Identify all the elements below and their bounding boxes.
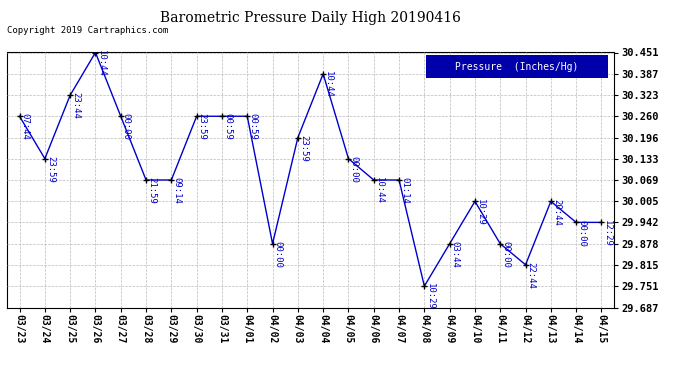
Text: 00:59: 00:59	[223, 114, 232, 140]
Text: Copyright 2019 Cartraphics.com: Copyright 2019 Cartraphics.com	[7, 26, 168, 35]
Text: 00:00: 00:00	[274, 241, 283, 268]
Text: Barometric Pressure Daily High 20190416: Barometric Pressure Daily High 20190416	[160, 11, 461, 25]
Text: 03:44: 03:44	[451, 241, 460, 268]
Text: 10:44: 10:44	[97, 50, 106, 76]
Text: 01:14: 01:14	[400, 177, 409, 204]
Text: 23:59: 23:59	[299, 135, 308, 162]
Text: 00:00: 00:00	[578, 220, 586, 246]
Text: 22:44: 22:44	[526, 262, 535, 289]
Text: 23:59: 23:59	[198, 114, 207, 140]
Text: 00:00: 00:00	[350, 156, 359, 183]
Text: 23:59: 23:59	[46, 156, 55, 183]
Text: 12:29: 12:29	[602, 220, 611, 246]
Text: 00:00: 00:00	[502, 241, 511, 268]
Text: 10:44: 10:44	[324, 71, 333, 98]
Text: 10:44: 10:44	[375, 177, 384, 204]
Text: 20:44: 20:44	[552, 199, 561, 225]
Text: 10:29: 10:29	[426, 284, 435, 310]
Text: 09:14: 09:14	[172, 177, 181, 204]
Text: 07:44: 07:44	[21, 114, 30, 140]
Text: 00:59: 00:59	[248, 114, 257, 140]
Text: 21:59: 21:59	[147, 177, 156, 204]
Text: 00:00: 00:00	[122, 114, 131, 140]
Text: 10:29: 10:29	[476, 199, 485, 225]
Text: 23:44: 23:44	[71, 93, 80, 119]
